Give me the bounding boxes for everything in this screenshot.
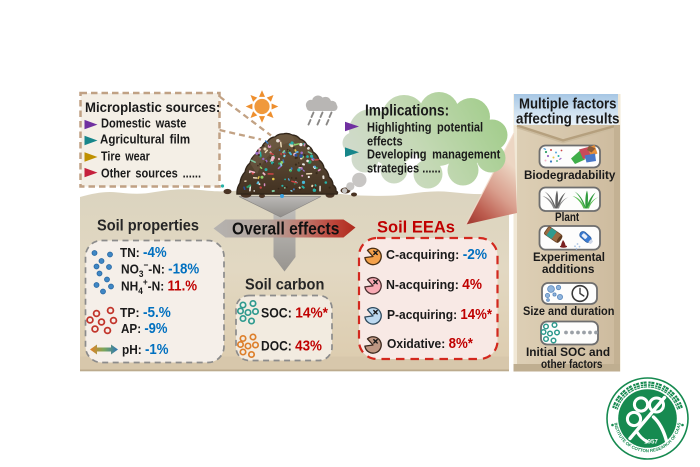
svg-text:1957: 1957: [644, 439, 658, 446]
